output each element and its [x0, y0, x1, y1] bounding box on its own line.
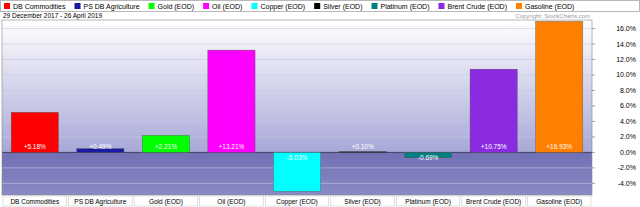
legend-label: Gold (EOD)	[158, 3, 195, 11]
data-label: -5.03%	[287, 154, 308, 161]
category-box	[265, 196, 329, 206]
legend-swatch	[251, 3, 257, 9]
data-label: +2.21%	[155, 143, 177, 150]
category-label: Platinum (EOD)	[405, 198, 451, 206]
category-label: Brent Crude (EOD)	[466, 198, 521, 206]
category-box	[69, 196, 133, 206]
category-box	[200, 196, 264, 206]
legend-label: Platinum (EOD)	[380, 3, 429, 11]
bar	[11, 112, 58, 152]
category-label: Gold (EOD)	[149, 198, 183, 206]
bar	[273, 152, 320, 191]
chart: DB Commodities PS DB Agriculture Gold (EOD…	[0, 0, 640, 207]
category-label: DB Commodities	[10, 198, 60, 205]
bar	[339, 151, 386, 153]
plot-frame	[2, 20, 592, 195]
legend-swatch	[149, 3, 155, 9]
data-label: +16.93%	[546, 143, 572, 150]
bar	[208, 50, 255, 152]
category-box	[331, 196, 395, 206]
annotation: Copyright: StockCharts.com	[515, 13, 590, 19]
category-label: Oil (EOD)	[217, 198, 245, 206]
tick-label: 2.0%	[620, 133, 636, 140]
bar	[470, 69, 517, 152]
legend-label: Oil (EOD)	[212, 3, 242, 11]
category-box	[3, 196, 67, 206]
tick-label: -4.0%	[618, 180, 636, 187]
tick-mark	[592, 28, 595, 29]
legend-swatch	[516, 3, 522, 9]
tick-label: -2.0%	[618, 164, 636, 171]
legend-swatch	[438, 3, 444, 9]
tick-label: 8.0%	[620, 87, 636, 94]
tick-mark	[592, 136, 595, 137]
category-label: Copper (EOD)	[276, 198, 318, 206]
grid-line	[2, 28, 592, 29]
category-label: Gasoline (EOD)	[536, 198, 582, 206]
category-label: Silver (EOD)	[344, 198, 380, 206]
data-label: +5.18%	[24, 143, 46, 150]
legend: DB Commodities PS DB Agriculture Gold (EOD…	[1, 1, 640, 12]
legend-label: DB Commodities	[13, 3, 66, 10]
tick-mark	[592, 59, 595, 60]
legend-swatch	[4, 3, 10, 9]
bar	[536, 21, 583, 152]
data-label: +10.75%	[481, 143, 507, 150]
legend-frame	[1, 1, 640, 12]
legend-label: Copper (EOD)	[260, 3, 305, 11]
category-label: PS DB Agriculture	[74, 198, 126, 206]
plot-bg-positive	[2, 20, 592, 152]
tick-label: 6.0%	[620, 102, 636, 109]
legend-swatch	[75, 3, 81, 9]
tick-mark	[592, 74, 595, 75]
data-label: +0.49%	[89, 143, 111, 150]
tick-mark	[592, 167, 595, 168]
tick-mark	[592, 90, 595, 91]
legend-swatch	[371, 3, 377, 9]
tick-label: 4.0%	[620, 118, 636, 125]
tick-mark	[592, 183, 595, 184]
tick-mark	[592, 44, 595, 45]
grid-line	[2, 59, 592, 60]
bar	[142, 135, 189, 152]
grid-line	[2, 44, 592, 45]
tick-mark	[592, 105, 595, 106]
category-box	[527, 196, 591, 206]
legend-swatch	[314, 3, 320, 9]
category-box	[396, 196, 460, 206]
tick-label: 10.0%	[616, 71, 636, 78]
legend-label: Silver (EOD)	[323, 3, 362, 11]
category-box	[134, 196, 198, 206]
legend-label: Brent Crude (EOD)	[447, 3, 507, 11]
subtitle: 29 December 2017 - 26 April 2019	[3, 12, 102, 20]
tick-mark	[592, 152, 595, 153]
data-label: -0.69%	[418, 154, 439, 161]
legend-swatch	[203, 3, 209, 9]
data-label: +0.10%	[351, 143, 373, 150]
bars	[11, 21, 583, 191]
legend-label: PS DB Agriculture	[84, 3, 140, 11]
category-box	[462, 196, 526, 206]
legend-label: Gasoline (EOD)	[525, 3, 574, 11]
tick-mark	[592, 121, 595, 122]
tick-label: 0.0%	[620, 149, 636, 156]
tick-label: 14.0%	[616, 41, 636, 48]
plot-bg-negative	[2, 152, 592, 195]
data-label: +13.21%	[219, 143, 245, 150]
tick-label: 16.0%	[616, 25, 636, 32]
tick-label: 12.0%	[616, 56, 636, 63]
